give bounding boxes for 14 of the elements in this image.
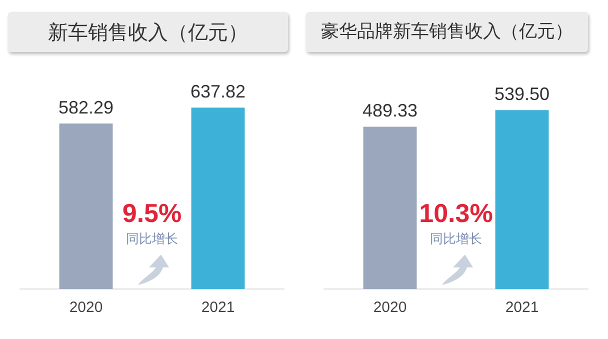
- annotation: 10.3%: [419, 198, 493, 228]
- chart-title: 新车销售收入（亿元）: [8, 12, 288, 52]
- chart-title: 豪华品牌新车销售收入（亿元）: [306, 12, 588, 52]
- data-label: 582.29: [58, 97, 114, 118]
- x-tick-label: 2020: [69, 299, 103, 316]
- x-tick-label: 2020: [373, 299, 407, 316]
- annotation: 9.5%: [122, 198, 182, 228]
- x-tick-label: 2021: [201, 299, 235, 316]
- data-label: 637.82: [190, 82, 246, 102]
- data-label: 539.50: [494, 84, 550, 104]
- x-tick-label: 2021: [505, 299, 539, 316]
- annotation: 同比增长: [126, 232, 178, 247]
- data-label: 489.33: [362, 100, 418, 121]
- annotation: 同比增长: [430, 232, 482, 247]
